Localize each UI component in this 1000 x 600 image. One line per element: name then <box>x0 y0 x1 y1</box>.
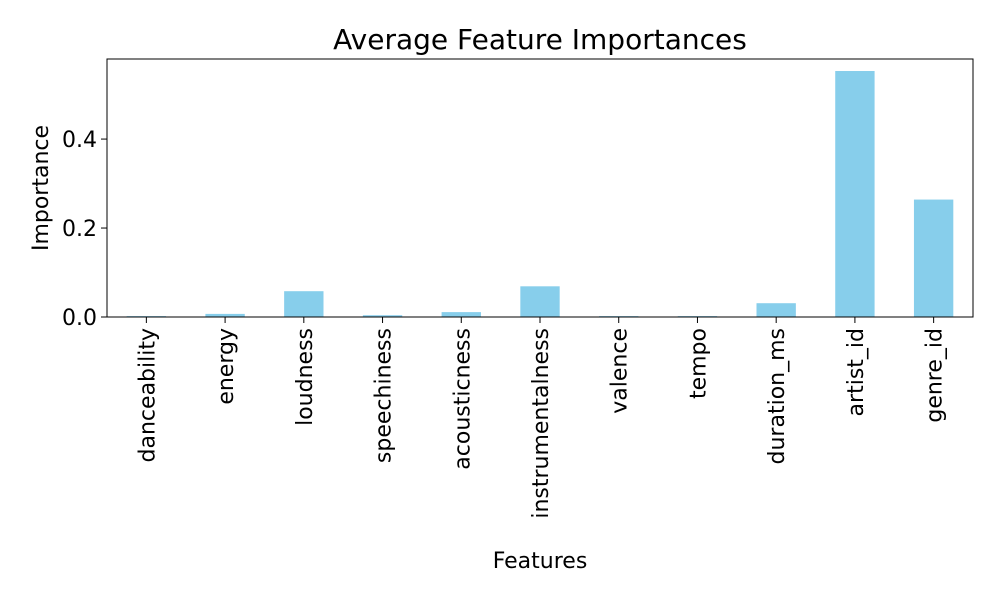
bar-instrumentalness <box>520 286 560 317</box>
x-tick-label: genre_id <box>923 328 948 423</box>
x-tick-label: duration_ms <box>765 328 790 464</box>
bar-artist-id <box>835 71 875 317</box>
plot-area-frame <box>106 58 974 318</box>
x-tick-label: valence <box>608 328 633 414</box>
x-tick-label: loudness <box>293 328 318 426</box>
x-tick-label: tempo <box>686 328 711 399</box>
x-tick-label: energy <box>214 328 239 405</box>
x-tick-label: artist_id <box>844 328 869 416</box>
x-tick-label: speechiness <box>372 328 397 463</box>
y-tick-label: 0.4 <box>62 128 97 153</box>
chart-title: Average Feature Importances <box>333 23 747 56</box>
bar-genre-id <box>913 199 954 317</box>
y-axis-label: Importance <box>29 125 54 251</box>
y-tick-label: 0.2 <box>62 217 97 242</box>
bar-acousticness <box>441 312 481 317</box>
bar-speechiness <box>362 315 403 317</box>
bar-energy <box>205 313 245 317</box>
x-axis-label: Features <box>493 549 588 574</box>
x-axis-ticks: danceability energy loudness speechiness aco… <box>135 317 948 519</box>
x-tick-label: acousticness <box>450 328 475 470</box>
x-tick-label: danceability <box>135 328 160 462</box>
y-tick-label: 0.0 <box>62 306 97 331</box>
bar-loudness <box>284 291 324 317</box>
bar-duration-ms <box>756 303 796 317</box>
bars-group <box>126 71 954 317</box>
y-axis-ticks: 0.0 0.2 0.4 <box>62 128 107 331</box>
x-tick-label: instrumentalness <box>529 328 554 519</box>
